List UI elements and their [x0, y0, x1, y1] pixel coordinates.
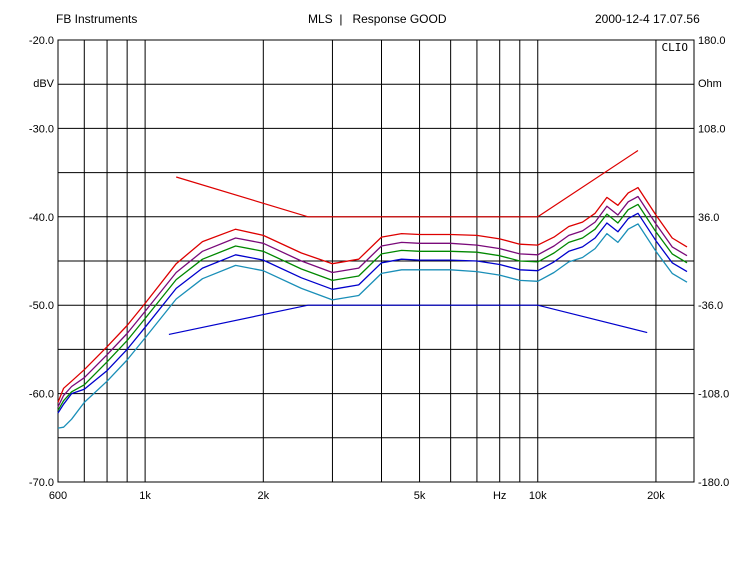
y2-tick-label: 108.0 [698, 123, 726, 135]
y-axis-unit-label: dBV [33, 78, 54, 90]
limit-line [168, 304, 648, 335]
response-curve-5 [57, 223, 688, 429]
response-curve-4 [57, 212, 688, 414]
x-tick-label: 10k [529, 490, 547, 502]
limit-lines [168, 149, 648, 335]
y-tick-label: -50.0 [29, 300, 54, 312]
y2-tick-label: 180.0 [698, 35, 726, 47]
y-tick-label: -40.0 [29, 212, 54, 224]
limit-line [176, 149, 639, 218]
axis-tick-labels: 600 1k 2k 5k 10k 20k -20.0 -30.0 -40.0 -50.0 -60.0… [29, 35, 729, 502]
timestamp-label: 2000-12-4 17.07.56 [595, 12, 700, 26]
x-tick-label: 5k [414, 490, 426, 502]
measurement-mode-label: MLS | Response GOOD [308, 12, 447, 26]
x-tick-label: 20k [647, 490, 665, 502]
clio-brand-label: CLIO [662, 41, 689, 54]
response-curves [57, 186, 688, 429]
response-curve-2 [57, 195, 688, 408]
x-tick-label: 600 [49, 490, 67, 502]
instrument-vendor-label: FB Instruments [56, 12, 138, 26]
y-tick-label: -60.0 [29, 389, 54, 401]
y-tick-label: -20.0 [29, 35, 54, 47]
plot-frame [57, 39, 695, 483]
x-axis-unit-label: Hz [493, 490, 506, 502]
chart-grid [57, 39, 694, 483]
y2-tick-label: 36.0 [698, 212, 719, 224]
y-tick-label: -30.0 [29, 123, 54, 135]
x-tick-label: 1k [139, 490, 151, 502]
response-curve-1 [57, 186, 688, 403]
y2-tick-label: -108.0 [698, 389, 729, 401]
y2-axis-unit-label: Ohm [698, 78, 722, 90]
y-tick-label: -70.0 [29, 477, 54, 489]
y2-tick-label: -180.0 [698, 477, 729, 489]
response-curve-3 [57, 203, 688, 411]
x-tick-label: 2k [257, 490, 269, 502]
y2-tick-label: -36.0 [698, 300, 723, 312]
